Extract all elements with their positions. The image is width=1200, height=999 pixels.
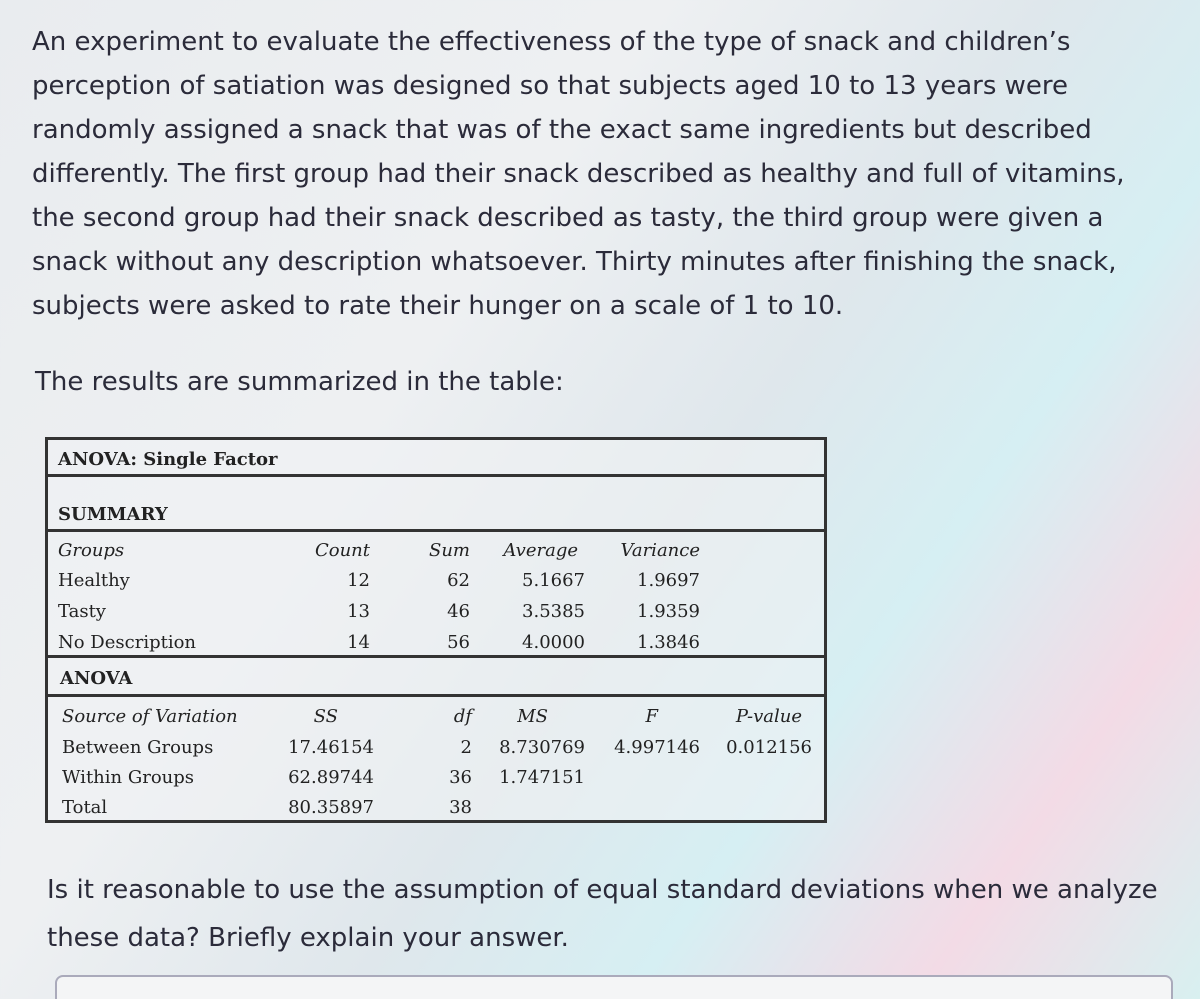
summary-header: Average xyxy=(503,540,578,561)
summary-header: Variance xyxy=(620,540,701,561)
table-title: ANOVA: Single Factor xyxy=(58,449,278,470)
summary-cell: 1.9697 xyxy=(637,570,700,591)
summary-label: SUMMARY xyxy=(58,504,168,525)
anova-cell: 8.730769 xyxy=(499,737,585,758)
anova-cell: 38 xyxy=(449,797,472,818)
anova-table: ANOVA: Single Factor SUMMARY ANOVA Group… xyxy=(45,437,827,823)
summary-cell: 1.9359 xyxy=(637,601,700,622)
anova-cell: 4.997146 xyxy=(614,737,700,758)
summary-cell: 3.5385 xyxy=(522,601,585,622)
anova-header: Source of Variation xyxy=(62,706,238,727)
anova-header: P-value xyxy=(735,706,802,727)
anova-cell: 2 xyxy=(460,737,472,758)
anova-cell: 62.89744 xyxy=(288,767,374,788)
answer-box[interactable] xyxy=(55,975,1173,999)
anova-header: df xyxy=(453,706,472,727)
anova-label-row xyxy=(48,655,824,697)
anova-cell: Between Groups xyxy=(62,737,214,758)
anova-cell: 0.012156 xyxy=(726,737,812,758)
summary-cell: 46 xyxy=(447,601,470,622)
summary-label-row xyxy=(48,477,824,532)
anova-header: F xyxy=(645,706,659,727)
question-text: Is it reasonable to use the assumption o… xyxy=(47,875,1158,953)
summary-cell: No Description xyxy=(58,632,197,653)
summary-header: Groups xyxy=(58,540,125,561)
summary-cell: Tasty xyxy=(58,601,106,622)
anova-cell: Within Groups xyxy=(62,767,195,788)
anova-cell: 1.747151 xyxy=(499,767,585,788)
summary-header: Sum xyxy=(429,540,470,561)
summary-cell: 1.3846 xyxy=(637,632,700,653)
anova-cell: 17.46154 xyxy=(288,737,374,758)
anova-header: SS xyxy=(313,706,338,727)
anova-cell: 36 xyxy=(449,767,472,788)
summary-cell: 14 xyxy=(347,632,370,653)
summary-cell: 13 xyxy=(347,601,370,622)
summary-header: Count xyxy=(314,540,370,561)
anova-cell: 80.35897 xyxy=(288,797,374,818)
anova-cell: Total xyxy=(62,797,108,818)
summary-cell: 56 xyxy=(447,632,470,653)
results-note: The results are summarized in the table: xyxy=(35,367,564,397)
summary-cell: 4.0000 xyxy=(522,632,585,653)
summary-cell: 62 xyxy=(447,570,470,591)
anova-label: ANOVA xyxy=(60,668,133,689)
intro-text: An experiment to evaluate the effectiven… xyxy=(32,27,1125,321)
summary-cell: 12 xyxy=(347,570,370,591)
title-row xyxy=(48,440,824,477)
anova-header: MS xyxy=(517,706,548,727)
summary-cell: 5.1667 xyxy=(522,570,585,591)
summary-cell: Healthy xyxy=(58,570,130,591)
